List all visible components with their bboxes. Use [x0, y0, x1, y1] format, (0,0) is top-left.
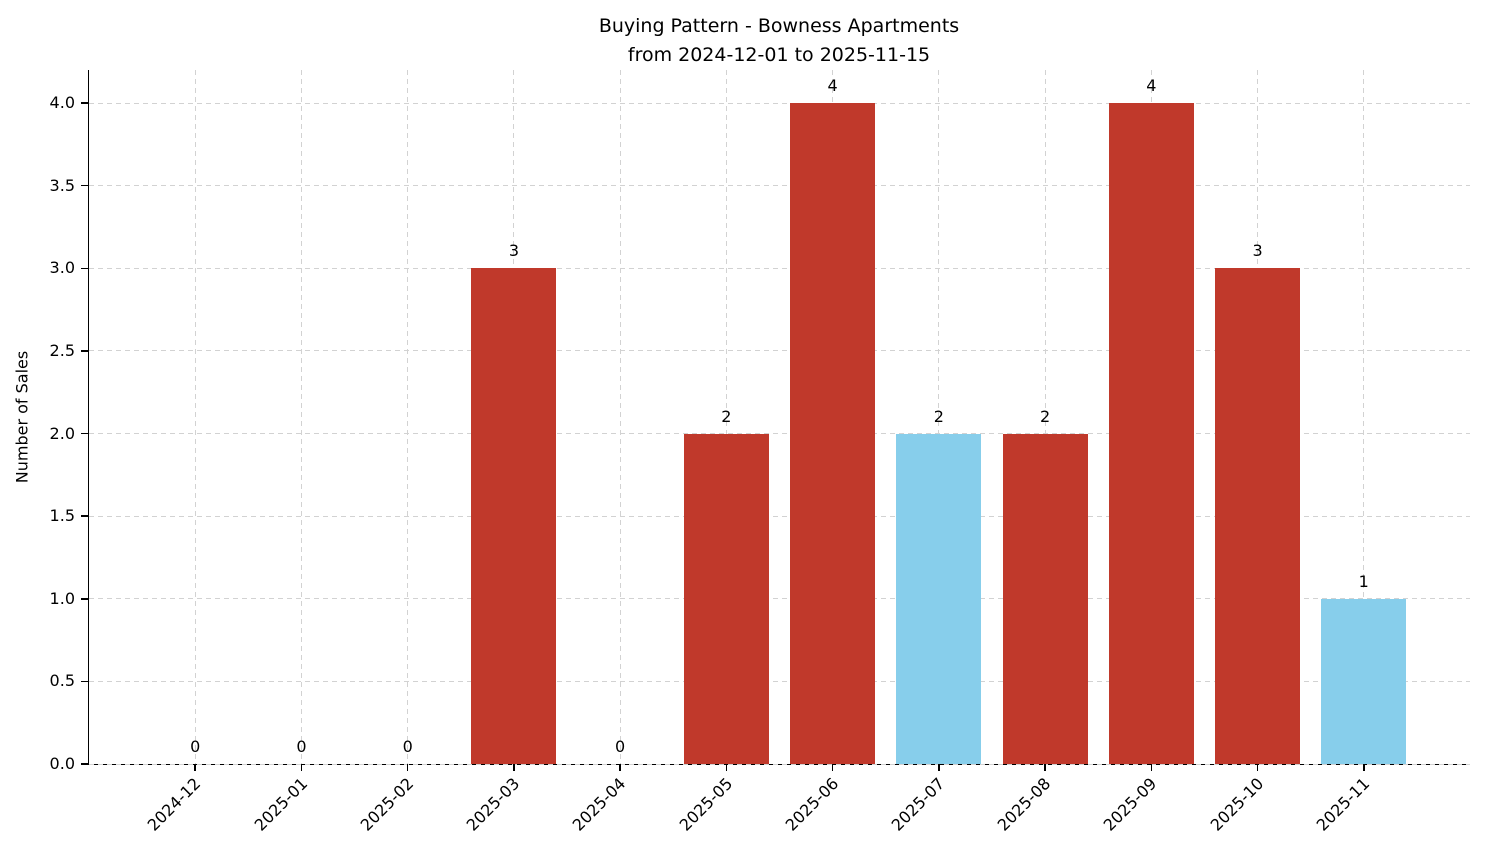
x-tick-mark [300, 764, 303, 771]
y-tick-mark [80, 680, 88, 683]
y-tick-label: 0.5 [49, 671, 75, 691]
bar-value-label: 2 [721, 406, 732, 426]
bar-value-label: 2 [933, 406, 944, 426]
y-tick-label: 4.0 [49, 93, 75, 113]
gridline-vertical [194, 70, 196, 764]
x-tick-label-text: 2024-12 [143, 774, 205, 835]
x-tick-label-text: 2025-02 [356, 774, 418, 835]
gridline-vertical [619, 70, 621, 764]
y-tick-label: 3.5 [49, 175, 75, 195]
x-tick-label-text: 2025-05 [675, 774, 736, 835]
chart-title-line1: Buying Pattern - Bowness Apartments [598, 15, 960, 37]
gridline-horizontal [89, 102, 1470, 104]
gridline-horizontal [89, 350, 1470, 352]
y-tick-mark [80, 267, 88, 270]
y-tick-label: 1.0 [49, 588, 75, 608]
x-tick-mark [831, 764, 834, 771]
y-tick-mark [80, 763, 88, 765]
chart-title-line2: from 2024-12-01 to 2025-11-15 [627, 44, 931, 66]
gridline-vertical [407, 70, 409, 764]
bar-value-label: 0 [296, 737, 307, 756]
y-axis-label: Number of Sales [12, 350, 32, 484]
gridline-vertical [1044, 70, 1046, 764]
bar-value-label: 4 [1146, 76, 1157, 96]
gridline-vertical [300, 70, 302, 764]
x-tick-mark [1044, 764, 1046, 771]
y-tick-mark [80, 102, 88, 104]
bar-value-label: 1 [1358, 571, 1369, 591]
gridline-horizontal [89, 185, 1470, 187]
bar [790, 103, 876, 764]
plot-area: 0.0 0.5 1.0 1.5 2.0 2.5 3.0 3.5 4.0 2024-12 0 2025-… [50, 70, 1470, 835]
gridline-vertical [1363, 70, 1365, 764]
bar [1215, 268, 1301, 764]
bar [896, 433, 982, 764]
y-tick-label: 0.0 [49, 754, 75, 773]
y-tick-label: 1.5 [49, 506, 75, 526]
y-tick-label: 2.0 [49, 423, 75, 443]
gridline-horizontal [89, 680, 1470, 682]
y-tick-mark [80, 432, 88, 435]
bar-value-label: 0 [615, 737, 626, 756]
x-tick-label-text: 2025-09 [1100, 774, 1161, 835]
bar-value-label: 2 [1039, 406, 1051, 426]
bar-value-label: 3 [1252, 241, 1263, 261]
gridline-horizontal [89, 515, 1470, 517]
x-tick-mark [406, 764, 409, 771]
bar [1321, 598, 1407, 764]
gridline-horizontal [89, 267, 1470, 269]
x-tick-label-text: 2025-08 [993, 774, 1055, 835]
x-tick-label-text: 2025-06 [781, 774, 843, 835]
x-tick-mark [725, 764, 728, 771]
y-tick-label: 2.5 [49, 340, 75, 360]
bar [1002, 433, 1088, 764]
y-tick-mark [80, 350, 88, 352]
y-tick-mark [80, 515, 88, 517]
x-tick-label-text: 2025-01 [250, 774, 311, 835]
x-tick-label-text: 2025-03 [462, 774, 524, 835]
bar-value-label: 0 [190, 737, 201, 756]
x-tick-mark [194, 764, 196, 771]
y-tick-mark [80, 184, 88, 187]
bar-value-label: 3 [508, 241, 520, 261]
gridline-vertical [725, 70, 727, 764]
y-tick-label: 3.0 [49, 258, 75, 278]
bar [471, 268, 557, 764]
bar [683, 433, 769, 764]
x-tick-mark [619, 764, 621, 771]
bar-value-label: 4 [827, 76, 838, 96]
gridline-horizontal [89, 598, 1470, 600]
x-tick-mark [1363, 764, 1365, 771]
chart-title: Buying Pattern - Bowness Apartments from… [88, 12, 1470, 70]
gridline-horizontal [89, 763, 1470, 765]
x-tick-label-text: 2025-04 [568, 774, 630, 835]
x-tick-label-text: 2025-07 [887, 774, 949, 835]
y-tick-mark [80, 598, 88, 600]
x-tick-mark [513, 764, 515, 771]
x-tick-mark [1150, 764, 1153, 771]
x-tick-mark [938, 764, 940, 771]
gridline-horizontal [89, 433, 1470, 435]
x-tick-label-text: 2025-10 [1206, 774, 1267, 835]
x-tick-label-text: 2025-11 [1312, 774, 1374, 835]
bar-value-label: 0 [402, 737, 413, 756]
gridline-vertical [938, 70, 940, 764]
bar [1108, 103, 1194, 764]
x-tick-mark [1256, 764, 1259, 771]
